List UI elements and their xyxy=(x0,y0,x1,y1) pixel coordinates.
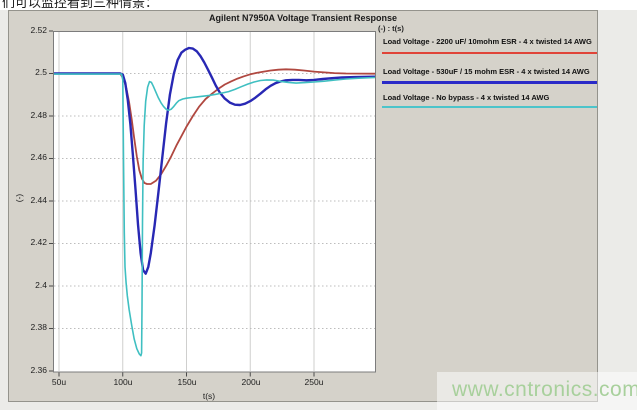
y-tick-label: 2.5 xyxy=(35,67,47,77)
watermark-strip xyxy=(437,372,637,410)
legend-entry-line xyxy=(382,81,597,84)
y-tick-label: 2.46 xyxy=(30,152,47,162)
plot-area xyxy=(49,30,376,377)
x-tick-label: 50u xyxy=(51,377,67,387)
x-axis-label: t(s) xyxy=(202,391,216,401)
y-axis-label: (-) xyxy=(14,193,24,203)
x-tick-label: 100u xyxy=(113,377,133,387)
watermark: www.cntronics.com xyxy=(452,378,637,401)
legend-entry-label: Load Voltage - 530uF / 15 mohm ESR - 4 x… xyxy=(383,67,590,76)
y-tick-label: 2.38 xyxy=(30,322,47,332)
legend-entry-label: Load Voltage - No bypass - 4 x twisted 1… xyxy=(383,93,550,102)
x-tick-label: 150u xyxy=(177,377,197,387)
y-tick-label: 2.36 xyxy=(30,365,47,375)
legend-entry-label: Load Voltage - 2200 uF/ 10mohm ESR - 4 x… xyxy=(383,37,592,46)
y-tick-label: 2.4 xyxy=(35,280,47,290)
legend-entry-line xyxy=(382,52,597,54)
chart-title: Agilent N7950A Voltage Transient Respons… xyxy=(208,13,398,23)
axis-units-note: (-) : t(s) xyxy=(378,24,404,33)
x-tick-label: 250u xyxy=(304,377,324,387)
y-tick-label: 2.48 xyxy=(30,110,47,120)
y-tick-label: 2.52 xyxy=(30,25,47,35)
x-tick-label: 200u xyxy=(241,377,261,387)
y-tick-label: 2.42 xyxy=(30,237,47,247)
y-tick-label: 2.44 xyxy=(30,195,47,205)
page-caption-text: 们可以监控看到三种情景： xyxy=(2,0,159,10)
legend-entry-line xyxy=(382,106,597,108)
chart-panel: Agilent N7950A Voltage Transient Respons… xyxy=(8,10,598,402)
page-caption: 们可以监控看到三种情景： xyxy=(2,0,362,10)
